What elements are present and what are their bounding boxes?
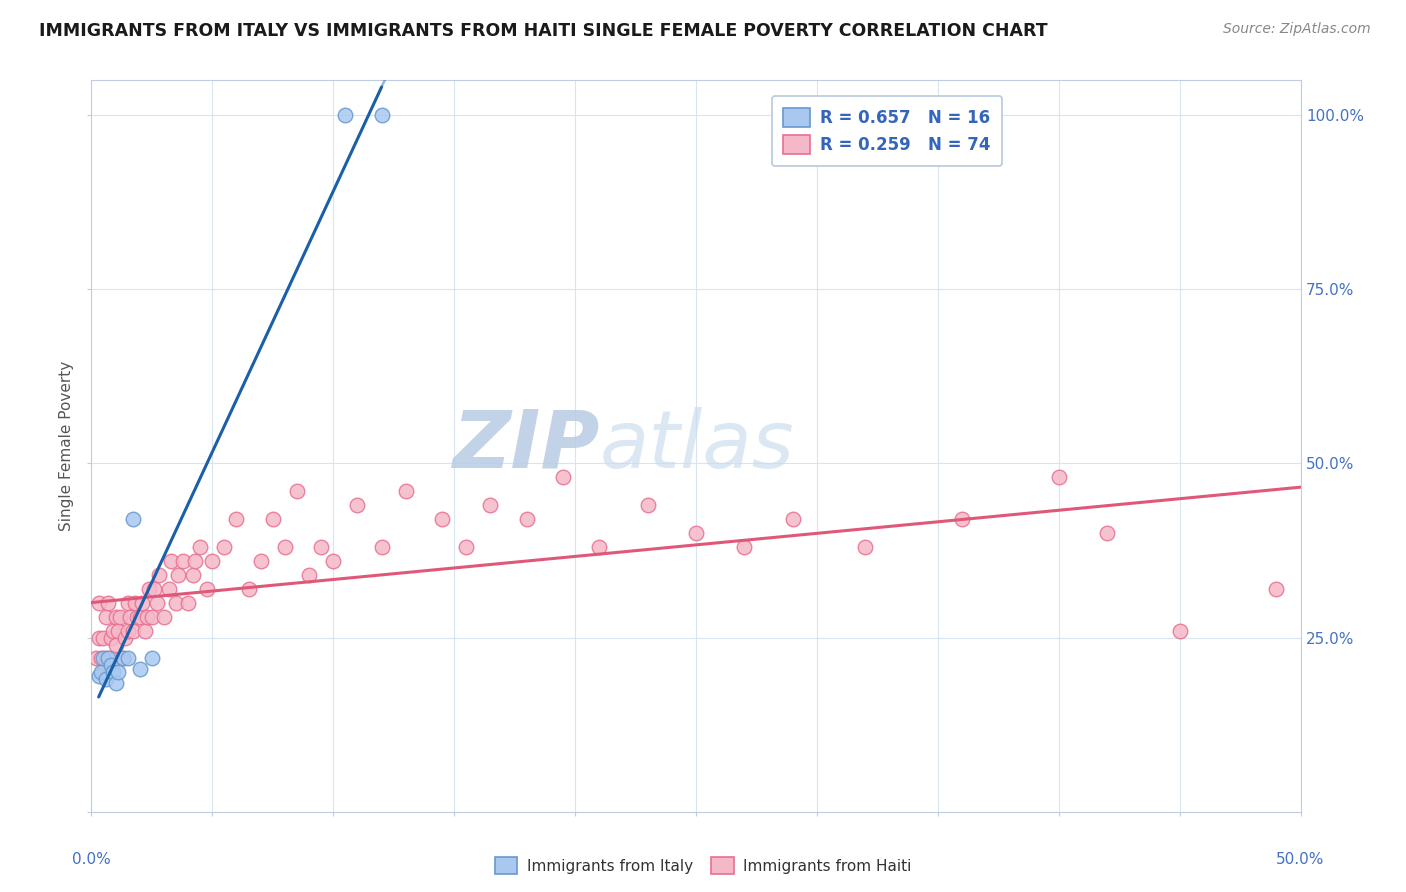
Point bbox=[87, 596, 110, 610]
Point bbox=[1168, 624, 1191, 638]
Point bbox=[117, 651, 139, 665]
Point bbox=[1265, 582, 1288, 596]
Point bbox=[285, 484, 308, 499]
Point bbox=[456, 540, 478, 554]
Point bbox=[197, 582, 219, 596]
Point bbox=[184, 554, 207, 568]
Point bbox=[479, 498, 502, 512]
Point bbox=[165, 596, 187, 610]
Point bbox=[90, 665, 112, 680]
Point bbox=[124, 596, 146, 610]
Point bbox=[782, 512, 804, 526]
Point bbox=[1095, 526, 1118, 541]
Point bbox=[100, 658, 122, 673]
Text: IMMIGRANTS FROM ITALY VS IMMIGRANTS FROM HAITI SINGLE FEMALE POVERTY CORRELATION: IMMIGRANTS FROM ITALY VS IMMIGRANTS FROM… bbox=[39, 22, 1047, 40]
Point bbox=[97, 651, 120, 665]
Point bbox=[100, 631, 122, 645]
Point bbox=[370, 108, 392, 122]
Point bbox=[262, 512, 284, 526]
Point bbox=[107, 665, 129, 680]
Point bbox=[238, 582, 260, 596]
Point bbox=[84, 651, 107, 665]
Point bbox=[127, 609, 149, 624]
Point bbox=[93, 651, 115, 665]
Point bbox=[117, 596, 139, 610]
Point bbox=[141, 651, 163, 665]
Point bbox=[104, 638, 127, 652]
Point bbox=[1047, 470, 1070, 484]
Text: Source: ZipAtlas.com: Source: ZipAtlas.com bbox=[1223, 22, 1371, 37]
Point bbox=[167, 567, 190, 582]
Point bbox=[128, 662, 150, 676]
Point bbox=[87, 631, 110, 645]
Point bbox=[950, 512, 973, 526]
Point bbox=[853, 540, 876, 554]
Point bbox=[309, 540, 332, 554]
Point bbox=[733, 540, 755, 554]
Point bbox=[153, 609, 176, 624]
Y-axis label: Single Female Poverty: Single Female Poverty bbox=[59, 361, 75, 531]
Point bbox=[114, 631, 136, 645]
Point bbox=[104, 676, 127, 690]
Point bbox=[111, 651, 134, 665]
Point bbox=[136, 609, 159, 624]
Text: 50.0%: 50.0% bbox=[1277, 852, 1324, 867]
Point bbox=[94, 651, 117, 665]
Point bbox=[430, 512, 453, 526]
Point bbox=[107, 624, 129, 638]
Point bbox=[111, 651, 134, 665]
Point bbox=[120, 609, 142, 624]
Point bbox=[131, 596, 153, 610]
Point bbox=[298, 567, 321, 582]
Point bbox=[87, 669, 110, 683]
Point bbox=[274, 540, 297, 554]
Text: 0.0%: 0.0% bbox=[72, 852, 111, 867]
Point bbox=[225, 512, 247, 526]
Point bbox=[121, 624, 143, 638]
Point bbox=[128, 609, 150, 624]
Point bbox=[201, 554, 224, 568]
Point bbox=[181, 567, 204, 582]
Point bbox=[335, 108, 357, 122]
Legend: Immigrants from Italy, Immigrants from Haiti: Immigrants from Italy, Immigrants from H… bbox=[488, 851, 918, 880]
Point bbox=[110, 609, 132, 624]
Point bbox=[121, 512, 143, 526]
Point bbox=[101, 665, 124, 680]
Point bbox=[395, 484, 418, 499]
Point bbox=[93, 631, 115, 645]
Point bbox=[97, 596, 120, 610]
Legend: R = 0.657   N = 16, R = 0.259   N = 74: R = 0.657 N = 16, R = 0.259 N = 74 bbox=[772, 96, 1002, 166]
Point bbox=[101, 624, 124, 638]
Point bbox=[145, 596, 167, 610]
Point bbox=[160, 554, 183, 568]
Point bbox=[516, 512, 538, 526]
Point bbox=[94, 673, 117, 687]
Point bbox=[117, 624, 139, 638]
Point bbox=[148, 567, 170, 582]
Point bbox=[685, 526, 707, 541]
Point bbox=[94, 609, 117, 624]
Point bbox=[346, 498, 368, 512]
Point bbox=[104, 609, 127, 624]
Text: ZIP: ZIP bbox=[451, 407, 599, 485]
Point bbox=[90, 651, 112, 665]
Point bbox=[93, 665, 115, 680]
Point bbox=[637, 498, 659, 512]
Point bbox=[588, 540, 610, 554]
Point bbox=[370, 540, 392, 554]
Point bbox=[551, 470, 574, 484]
Point bbox=[172, 554, 194, 568]
Point bbox=[143, 582, 166, 596]
Point bbox=[138, 582, 160, 596]
Point bbox=[141, 609, 163, 624]
Point bbox=[188, 540, 211, 554]
Point bbox=[157, 582, 180, 596]
Point bbox=[134, 624, 156, 638]
Point bbox=[177, 596, 200, 610]
Point bbox=[100, 651, 122, 665]
Point bbox=[249, 554, 271, 568]
Point bbox=[322, 554, 344, 568]
Point bbox=[214, 540, 236, 554]
Text: atlas: atlas bbox=[599, 407, 794, 485]
